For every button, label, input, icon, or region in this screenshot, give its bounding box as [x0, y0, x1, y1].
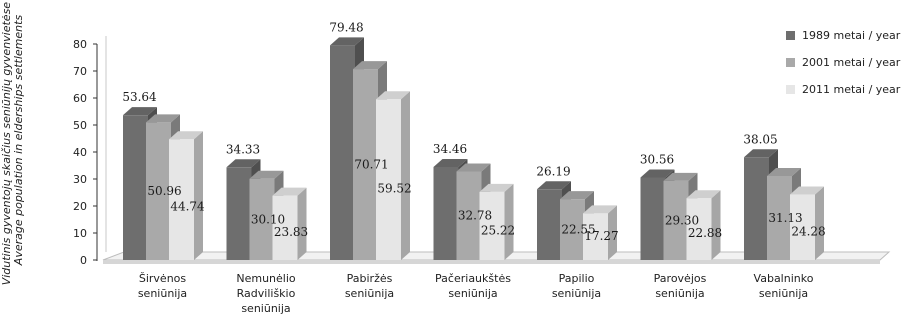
- x-tick-label: Parovėjos seniūnija: [654, 272, 707, 300]
- data-label: 22.88: [688, 226, 722, 240]
- bar-face: [169, 139, 194, 260]
- bar-face: [433, 166, 459, 260]
- bar-3-2: [272, 187, 307, 260]
- y-tick-label: 0: [80, 254, 87, 267]
- bar-face: [479, 191, 505, 260]
- legend-swatch-1989: [786, 30, 795, 40]
- x-tick-label: Širvėnos seniūnija: [138, 272, 187, 300]
- bar-3-1: [169, 131, 203, 260]
- x-tick-label: Vabalninko seniūnija: [754, 272, 814, 300]
- bar-face: [686, 198, 712, 260]
- bar-face: [790, 194, 815, 260]
- bar-3-3: [376, 91, 410, 261]
- legend-swatch-2001: [786, 57, 795, 67]
- bar-face: [376, 99, 401, 261]
- data-label: 34.46: [433, 142, 467, 156]
- bar-face: [663, 180, 689, 260]
- data-label: 59.52: [377, 182, 411, 196]
- data-label: 53.64: [122, 90, 157, 104]
- bar-3-6: [686, 190, 721, 260]
- data-label: 24.28: [791, 224, 825, 238]
- x-tick-label: Pačeriaukštės seniūnija: [435, 272, 511, 300]
- legend-item-1989: 1989 metai / year: [786, 28, 913, 42]
- legend-swatch-2011: [786, 84, 795, 94]
- x-tick-label: Nemunėlio Radviliškio seniūnija: [236, 272, 296, 315]
- data-label: 25.22: [481, 223, 515, 237]
- bar-face: [583, 213, 608, 260]
- y-tick-label: 50: [73, 119, 87, 132]
- y-tick-label: 10: [73, 227, 87, 240]
- legend-label-2011: 2011 metai / year: [802, 82, 901, 96]
- bar-face: [560, 199, 585, 260]
- bar-3-7: [790, 186, 824, 260]
- x-tick-label: Pabiržės seniūnija: [345, 272, 394, 300]
- data-label: 79.48: [329, 20, 363, 34]
- data-label: 30.56: [640, 152, 674, 166]
- legend-item-2011: 2011 metai / year: [786, 82, 913, 96]
- data-label: 50.96: [147, 184, 181, 198]
- data-label: 30.10: [251, 212, 285, 226]
- data-label: 44.74: [170, 200, 205, 214]
- bar-face: [767, 175, 792, 260]
- data-label: 26.19: [536, 164, 570, 178]
- chart-floor-front: [103, 260, 880, 264]
- data-label: 38.05: [743, 132, 777, 146]
- bar-3-5: [583, 205, 617, 260]
- bar-face: [123, 115, 148, 260]
- y-tick-label: 40: [73, 146, 87, 159]
- bar-face: [249, 178, 275, 260]
- bar-face: [146, 122, 171, 261]
- x-tick-label: Papilio seniūnija: [552, 272, 601, 300]
- data-label: 34.33: [226, 142, 260, 156]
- bar-face: [744, 157, 769, 260]
- data-label: 70.71: [354, 158, 388, 172]
- y-tick-label: 80: [73, 38, 87, 51]
- bar-face: [640, 177, 666, 260]
- bar-face: [226, 167, 252, 260]
- data-label: 22.55: [561, 223, 595, 237]
- bar-face: [330, 45, 355, 261]
- data-label: 17.27: [584, 229, 618, 243]
- data-label: 23.83: [274, 225, 308, 239]
- legend-label-1989: 1989 metai / year: [802, 28, 901, 42]
- y-tick-label: 60: [73, 92, 87, 105]
- data-label: 31.13: [768, 211, 802, 225]
- legend-item-2001: 2001 metai / year: [786, 55, 913, 69]
- data-label: 29.30: [665, 213, 699, 227]
- bar-face: [456, 171, 482, 260]
- y-tick-label: 30: [73, 173, 87, 186]
- y-tick-label: 70: [73, 65, 87, 78]
- y-tick-label: 20: [73, 200, 87, 213]
- bar-face: [272, 195, 298, 260]
- bar-3-4: [479, 183, 514, 260]
- bar-face: [537, 189, 562, 260]
- legend: 1989 metai / year 2001 metai / year 2011…: [786, 28, 913, 109]
- legend-label-2001: 2001 metai / year: [802, 55, 901, 69]
- data-label: 32.78: [458, 209, 492, 223]
- bar-face: [353, 69, 378, 260]
